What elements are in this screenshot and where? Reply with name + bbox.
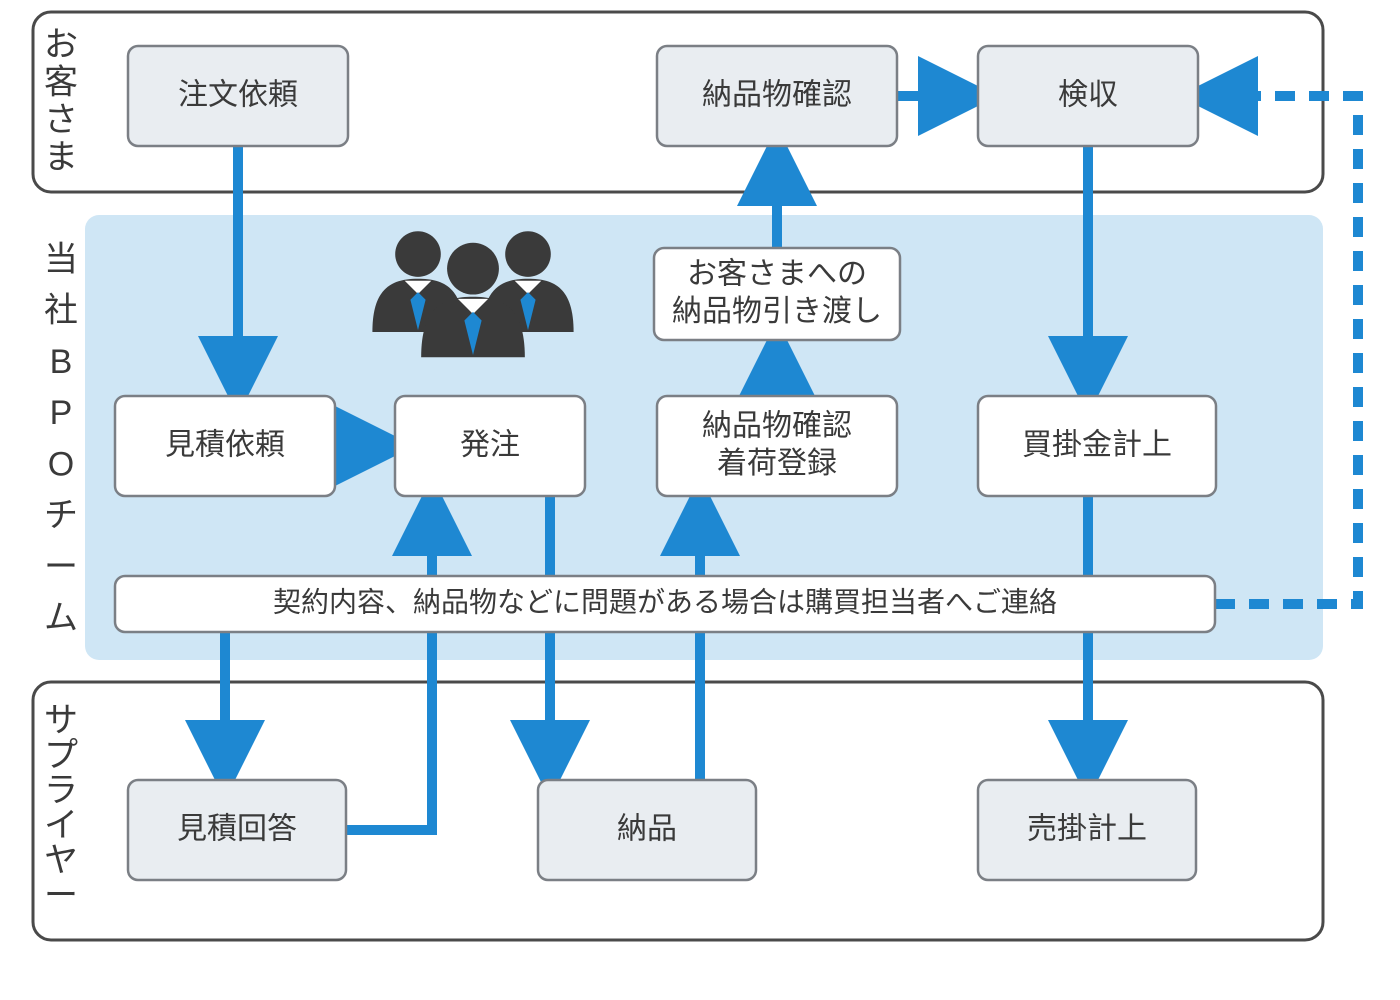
- n-quote-req-label: 見積依頼: [165, 428, 285, 461]
- n-ap: 買掛金計上: [978, 396, 1216, 496]
- lane-bpo-label: チ: [44, 497, 78, 535]
- lane-bpo-label: O: [48, 445, 74, 483]
- lane-bpo-label: P: [50, 394, 73, 432]
- flow-svg: 注文依頼納品物確認検収お客さまへの納品物引き渡し見積依頼発注納品物確認着荷登録買…: [0, 0, 1400, 1000]
- lane-supplier-label: イ: [44, 806, 78, 844]
- n-order-req-label: 注文依頼: [178, 78, 298, 111]
- n-arrival-label: 納品物確認: [702, 410, 852, 443]
- n-inspect: 検収: [978, 46, 1198, 146]
- n-deliver: 納品: [538, 780, 756, 880]
- lane-customer-label: ま: [44, 139, 78, 177]
- n-arrival-label: 着荷登録: [717, 447, 837, 480]
- n-handover: お客さまへの納品物引き渡し: [654, 248, 900, 340]
- lane-supplier-label: サ: [44, 701, 78, 739]
- n-note-label: 契約内容、納品物などに問題がある場合は購買担当者へご連絡: [273, 587, 1057, 618]
- lane-supplier-label: ー: [44, 876, 78, 914]
- n-note: 契約内容、納品物などに問題がある場合は購買担当者へご連絡: [115, 576, 1215, 632]
- lane-bpo-label: B: [50, 343, 73, 381]
- lane-customer-label: お: [44, 26, 78, 64]
- n-order-req: 注文依頼: [128, 46, 348, 146]
- lane-bpo-label: 当: [44, 240, 78, 278]
- n-arrival: 納品物確認着荷登録: [657, 396, 897, 496]
- n-deliv-check: 納品物確認: [657, 46, 897, 146]
- n-quote-req: 見積依頼: [115, 396, 335, 496]
- n-ap-label: 買掛金計上: [1022, 428, 1172, 461]
- lane-bpo-label: 社: [44, 292, 78, 330]
- lane-supplier-label: ヤ: [44, 841, 78, 879]
- lane-supplier-label: プ: [44, 736, 78, 774]
- n-deliver-label: 納品: [617, 812, 677, 845]
- n-quote-ans-label: 見積回答: [177, 812, 297, 845]
- n-handover-label: 納品物引き渡し: [672, 295, 882, 328]
- n-po-label: 発注: [460, 428, 520, 461]
- n-inspect-label: 検収: [1058, 78, 1118, 111]
- lane-bpo-label: ー: [44, 548, 78, 586]
- n-handover-label: お客さまへの: [687, 258, 867, 291]
- n-po: 発注: [395, 396, 585, 496]
- n-quote-ans: 見積回答: [128, 780, 346, 880]
- lane-bpo-label: ム: [44, 599, 78, 637]
- lane-supplier-label: ラ: [44, 771, 78, 809]
- n-ar: 売掛計上: [978, 780, 1196, 880]
- flow-canvas: 注文依頼納品物確認検収お客さまへの納品物引き渡し見積依頼発注納品物確認着荷登録買…: [0, 0, 1400, 1000]
- lane-customer-label: 客: [44, 64, 78, 102]
- n-deliv-check-label: 納品物確認: [702, 78, 852, 111]
- n-ar-label: 売掛計上: [1027, 812, 1147, 845]
- lane-customer-label: さ: [44, 101, 78, 139]
